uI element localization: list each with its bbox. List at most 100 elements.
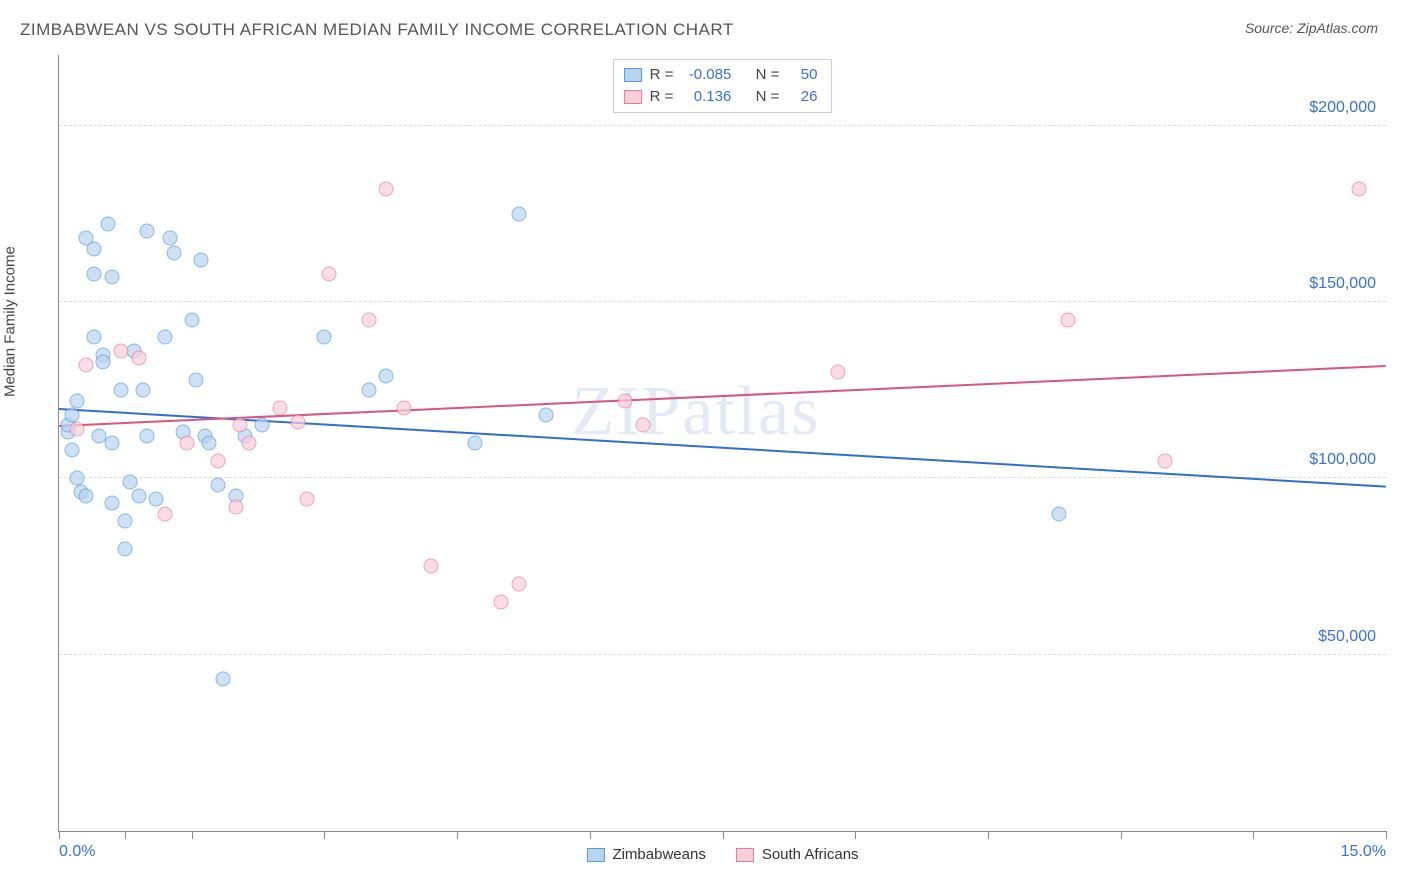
data-point [78,488,93,503]
y-tick-label: $150,000 [1309,275,1376,293]
data-point [100,217,115,232]
data-point [87,330,102,345]
data-point [118,513,133,528]
data-point [397,400,412,415]
x-tick [125,831,126,839]
data-point [494,594,509,609]
data-point [211,453,226,468]
data-point [299,492,314,507]
chart-container: Median Family Income ZIPatlas R =-0.085 … [20,55,1386,872]
data-point [87,266,102,281]
data-point [1060,312,1075,327]
data-point [140,428,155,443]
data-point [184,312,199,327]
data-point [215,672,230,687]
data-point [361,383,376,398]
data-point [1157,453,1172,468]
data-point [379,182,394,197]
legend-n-value: 50 [787,64,817,86]
x-tick [457,831,458,839]
data-point [512,206,527,221]
data-point [113,344,128,359]
data-point [361,312,376,327]
data-point [512,577,527,592]
data-point [255,418,270,433]
x-tick-label-end: 15.0% [1341,843,1386,861]
data-point [233,418,248,433]
data-point [211,478,226,493]
data-point [113,383,128,398]
x-tick [59,831,60,839]
data-point [131,488,146,503]
data-point [193,252,208,267]
data-point [162,231,177,246]
gridline-h [59,654,1386,655]
legend-row: R = 0.136 N = 26 [624,86,818,108]
plot-area: ZIPatlas R =-0.085 N =50R =0.136 N =26 Z… [58,55,1386,832]
data-point [228,499,243,514]
data-point [122,474,137,489]
data-point [1352,182,1367,197]
bottom-legend-item: Zimbabweans [586,846,705,863]
gridline-h [59,125,1386,126]
data-point [69,471,84,486]
data-point [140,224,155,239]
data-point [87,242,102,257]
data-point [136,383,151,398]
data-point [69,393,84,408]
legend-row: R =-0.085 N =50 [624,64,818,86]
gridline-h [59,477,1386,478]
data-point [189,372,204,387]
data-point [1051,506,1066,521]
data-point [618,393,633,408]
data-point [467,436,482,451]
x-tick [1253,831,1254,839]
correlation-legend: R =-0.085 N =50R = 0.136 N = 26 [613,59,833,113]
legend-swatch [736,848,754,862]
data-point [273,400,288,415]
data-point [149,492,164,507]
y-tick-label: $100,000 [1309,451,1376,469]
x-tick [192,831,193,839]
legend-n-label: N = [756,86,780,108]
data-point [317,330,332,345]
data-point [78,358,93,373]
legend-n-value: 26 [787,86,817,108]
data-point [321,266,336,281]
chart-title: ZIMBABWEAN VS SOUTH AFRICAN MEDIAN FAMIL… [20,20,734,40]
data-point [65,443,80,458]
bottom-legend-item: South Africans [736,846,859,863]
data-point [290,414,305,429]
data-point [105,436,120,451]
data-point [167,245,182,260]
data-point [158,506,173,521]
data-point [423,559,438,574]
data-point [242,436,257,451]
legend-r-value: -0.085 [681,64,731,86]
x-tick [590,831,591,839]
legend-swatch [624,68,642,82]
y-axis-label: Median Family Income [2,246,19,397]
data-point [105,495,120,510]
data-point [830,365,845,380]
x-tick-label-start: 0.0% [59,843,95,861]
x-tick [988,831,989,839]
data-point [158,330,173,345]
data-point [379,368,394,383]
legend-r-label: R = [650,86,674,108]
data-point [65,407,80,422]
series-legend: Zimbabweans South Africans [586,846,858,863]
data-point [96,354,111,369]
bottom-legend-label: Zimbabweans [612,846,705,863]
gridline-h [59,301,1386,302]
source-attribution: Source: ZipAtlas.com [1245,20,1378,36]
x-tick [1121,831,1122,839]
data-point [105,270,120,285]
data-point [538,407,553,422]
x-tick [855,831,856,839]
data-point [69,421,84,436]
legend-swatch [624,90,642,104]
legend-swatch [586,848,604,862]
legend-r-value: 0.136 [681,86,731,108]
data-point [118,541,133,556]
